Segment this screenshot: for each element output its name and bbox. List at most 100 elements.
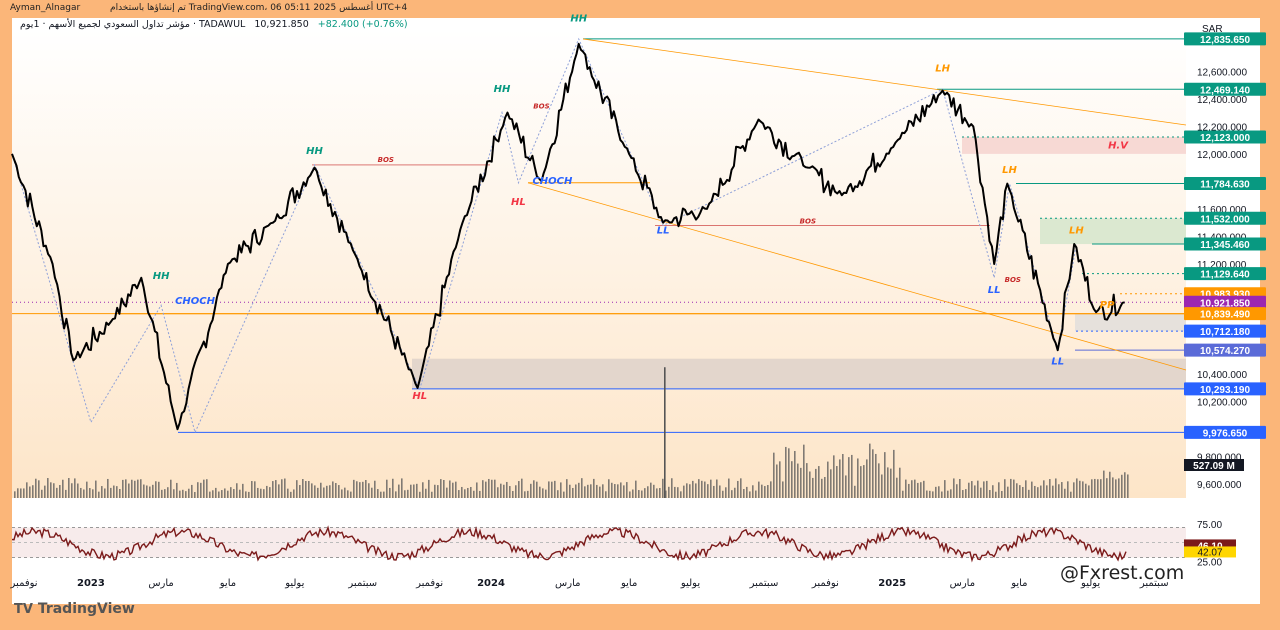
volume-bar — [554, 480, 556, 498]
volume-bar — [767, 485, 769, 498]
volume-bar — [896, 477, 898, 498]
volume-bar — [1034, 485, 1036, 498]
volume-bar — [131, 479, 133, 498]
volume-bar — [887, 467, 889, 498]
level-badge-6 — [1184, 267, 1266, 281]
annotation-8: HL — [511, 197, 526, 208]
volume-bar — [413, 484, 415, 498]
volume-bar — [1127, 474, 1129, 498]
volume-bar — [782, 481, 784, 498]
volume-bar — [140, 479, 142, 498]
volume-bar — [725, 487, 727, 498]
volume-bar — [683, 485, 685, 498]
volume-bar — [878, 463, 880, 498]
volume-bar — [467, 487, 469, 498]
volume-bar — [953, 478, 955, 498]
volume-bar — [269, 487, 271, 498]
volume-bar — [1046, 485, 1048, 498]
volume-bar — [305, 481, 307, 498]
level-badge-1 — [1184, 82, 1266, 96]
volume-bar — [524, 491, 526, 498]
volume-bar — [566, 479, 568, 498]
volume-bar — [440, 479, 442, 498]
volume-bar — [965, 489, 967, 498]
volume-bar — [716, 479, 718, 498]
symbol-line: مؤشر تداول السعودي لجميع الأسهم · 1يوم ·… — [20, 19, 246, 30]
volume-bar — [236, 483, 238, 498]
volume-bar — [1073, 482, 1075, 498]
volume-bar — [110, 487, 112, 498]
volume-bar — [197, 482, 199, 498]
volume-bar — [128, 483, 130, 498]
y-tick-label-3: 12,000.000 — [1197, 150, 1247, 161]
volume-bar — [473, 490, 475, 498]
level-badge-5 — [1184, 237, 1266, 251]
volume-bar — [755, 490, 757, 498]
volume-bar — [449, 480, 451, 498]
volume-bar — [374, 480, 376, 498]
volume-bar — [1112, 477, 1114, 498]
y-tick-label-6: 11,200.000 — [1197, 260, 1247, 271]
volume-bar — [329, 485, 331, 498]
volume-bar — [212, 490, 214, 498]
volume-bar — [623, 485, 625, 498]
volume-bar — [455, 481, 457, 498]
volume-bar — [917, 482, 919, 498]
volume-bar — [740, 478, 742, 498]
volume-bar — [560, 482, 562, 498]
volume-bar — [659, 488, 661, 498]
volume-bar — [23, 488, 25, 498]
volume-bar — [932, 491, 934, 498]
volume-bar — [908, 483, 910, 498]
x-tick-label-12: نوفمبر — [811, 578, 839, 589]
volume-bar — [536, 481, 538, 498]
volume-bar — [758, 481, 760, 498]
volume-bar — [929, 490, 931, 498]
volume-bar — [317, 487, 319, 498]
volume-bar — [620, 482, 622, 498]
volume-bar — [257, 487, 259, 498]
volume-bar — [239, 489, 241, 498]
volume-bar — [920, 482, 922, 498]
volume-bar — [632, 489, 634, 498]
volume-badge — [1184, 459, 1244, 471]
volume-bar — [170, 479, 172, 498]
volume-bar — [509, 486, 511, 498]
level-badge-text-1: 12,469.140 — [1200, 85, 1250, 96]
lower-trendline — [527, 182, 1187, 371]
y-tick-label-7: 10,400.000 — [1197, 370, 1247, 381]
volume-bar — [1022, 486, 1024, 498]
volume-bar — [497, 487, 499, 498]
volume-bar — [53, 483, 55, 498]
volume-bar — [1085, 483, 1087, 498]
level-badge-text-9: 10,839.490 — [1200, 310, 1250, 321]
volume-bar — [158, 481, 160, 498]
volume-bar — [377, 489, 379, 498]
volume-bar — [152, 484, 154, 498]
annotation-5: LH — [1002, 165, 1017, 176]
volume-bar — [611, 482, 613, 498]
volume-bar — [686, 483, 688, 498]
volume-bar — [224, 488, 226, 498]
x-tick-label-14: مارس — [950, 578, 975, 589]
volume-bar — [719, 485, 721, 498]
volume-bar — [986, 480, 988, 498]
volume-bar — [854, 485, 856, 498]
volume-bar — [842, 454, 844, 498]
volume-bar — [200, 482, 202, 498]
volume-bar — [803, 444, 805, 498]
volume-bar — [629, 491, 631, 498]
level-badge-text-3: 11,784.630 — [1200, 180, 1250, 191]
volume-bar — [209, 491, 211, 498]
volume-bar — [428, 479, 430, 498]
annotation-18: PP — [1100, 300, 1115, 311]
volume-bar — [605, 491, 607, 498]
volume-bar — [248, 491, 250, 498]
volume-bar — [404, 490, 406, 498]
volume-bar — [923, 480, 925, 498]
volume-bar — [1019, 485, 1021, 498]
annotation-2: HH — [494, 84, 511, 95]
volume-bar — [431, 491, 433, 498]
volume-bar — [353, 479, 355, 498]
